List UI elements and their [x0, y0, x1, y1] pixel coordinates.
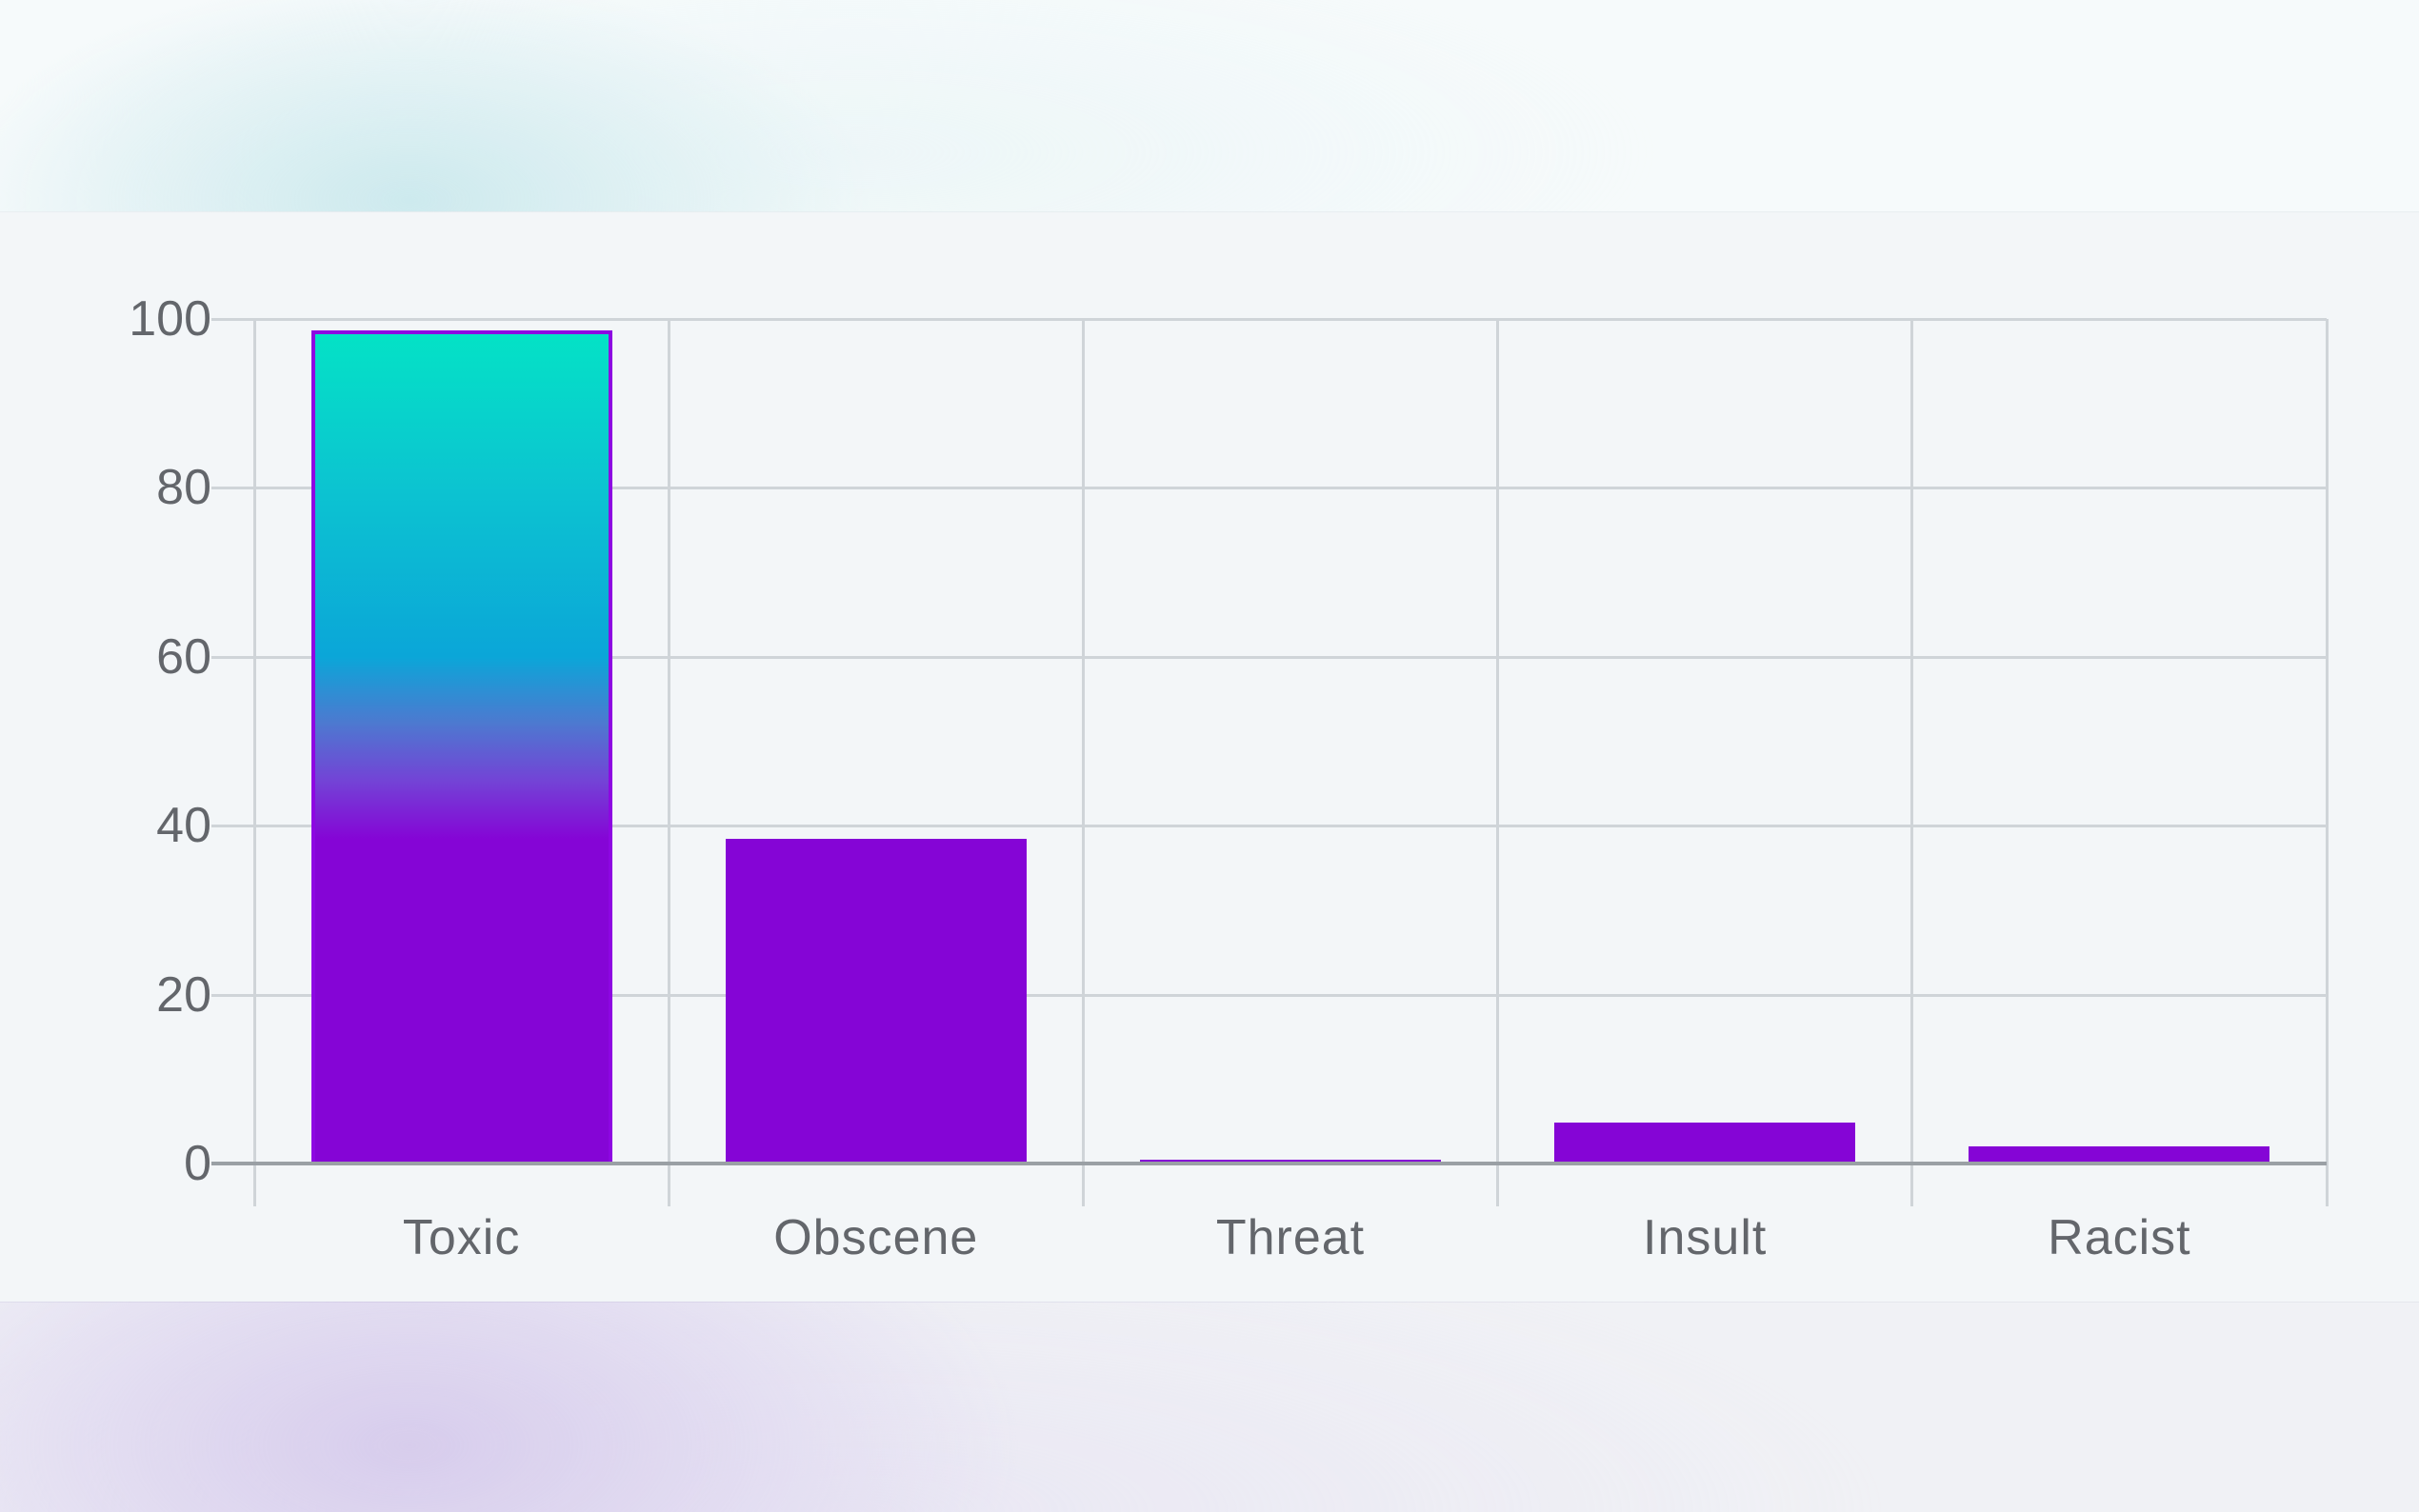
gridline-x-5 [2325, 319, 2329, 1206]
bar-insult [1554, 1123, 1856, 1165]
gridline-x-0 [252, 319, 256, 1206]
x-category-label-threat: Threat [1215, 1210, 1366, 1265]
gridline-y-40 [211, 825, 2327, 828]
y-tick-label-40: 40 [156, 798, 211, 854]
x-category-label-toxic: Toxic [402, 1210, 521, 1265]
top-gradient-band [0, 0, 2419, 212]
x-category-label-racist: Racist [2048, 1210, 2191, 1265]
bottom-gradient-band [0, 1302, 2419, 1512]
gridline-x-2 [1081, 319, 1085, 1206]
gridline-y-100 [211, 318, 2327, 321]
gridline-y-60 [211, 655, 2327, 659]
x-axis-line [211, 1162, 2327, 1165]
gridline-x-4 [1910, 319, 1914, 1206]
bar-toxic [310, 330, 612, 1165]
bar-obscene [725, 838, 1027, 1165]
y-tick-label-20: 20 [156, 966, 211, 1023]
y-tick-label-60: 60 [156, 628, 211, 685]
gridline-x-1 [667, 319, 670, 1206]
x-category-label-insult: Insult [1643, 1210, 1768, 1265]
gridline-x-3 [1496, 319, 1500, 1206]
gridline-y-20 [211, 993, 2327, 997]
y-tick-label-0: 0 [184, 1136, 211, 1191]
y-tick-label-100: 100 [129, 291, 211, 347]
gridline-y-80 [211, 487, 2327, 490]
x-category-label-obscene: Obscene [773, 1210, 979, 1265]
y-tick-label-80: 80 [156, 460, 211, 516]
bar-racist [1969, 1146, 2270, 1165]
